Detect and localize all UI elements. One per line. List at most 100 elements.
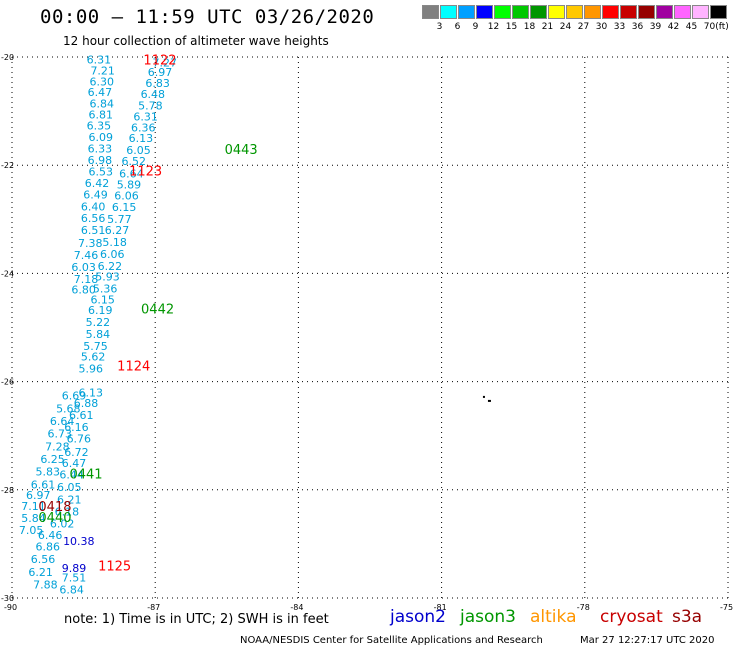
x-tick-label: -87 [147, 603, 160, 612]
swh-value-label: 6.44 [59, 469, 84, 482]
color-scale-label: 42 [667, 22, 680, 32]
swh-value-label: 6.47 [62, 457, 87, 470]
swh-value-label: 5.84 [86, 328, 111, 341]
pass-time-label: 0442 [141, 303, 174, 318]
swh-value-label: 6.40 [81, 200, 106, 213]
color-scale-swatch [440, 5, 457, 19]
swh-value-label: 6.51 [81, 224, 106, 237]
satellite-legend-jason2: jason2 [390, 607, 446, 627]
color-scale-swatch [710, 5, 727, 19]
footer-note: note: 1) Time is in UTC; 2) SWH is in fe… [64, 612, 329, 627]
swh-value-label: 7.05 [19, 524, 44, 537]
swh-value-label: 6.09 [89, 131, 114, 144]
swh-value-label: 6.76 [67, 432, 92, 445]
swh-value-label: 6.83 [145, 77, 170, 90]
swh-value-label: 6.49 [83, 188, 108, 201]
swh-value-label: 6.61 [31, 478, 56, 491]
swh-value-label: 6.06 [114, 189, 139, 202]
swh-value-label: 6.33 [88, 142, 113, 155]
plot-grid [11, 56, 729, 599]
pass-time-label: 1124 [117, 359, 150, 374]
swh-value-label: 6.31 [133, 111, 158, 124]
pass-time-label: 0443 [225, 143, 258, 158]
swh-value-label: 6.18 [55, 505, 80, 518]
color-scale-label: 33 [613, 22, 626, 32]
color-scale-label: 39 [649, 22, 662, 32]
pass-time-label: 1123 [129, 165, 162, 180]
swh-value-label: 5.75 [83, 340, 108, 353]
swh-value-label: 6.69 [62, 390, 87, 403]
swh-value-label: 6.84 [89, 98, 114, 111]
swh-value-label: 5.36 [93, 283, 118, 296]
color-scale-label: 15 [505, 22, 518, 32]
swh-value-label: 6.47 [88, 86, 113, 99]
swh-value-label: 6.61 [69, 409, 94, 422]
swh-value-label: 6.80 [71, 284, 96, 297]
swh-value-label: 6.98 [88, 154, 113, 167]
island-marker [487, 399, 491, 402]
satellite-legend-altika: altika [530, 607, 577, 627]
x-tick-label: -81 [434, 603, 447, 612]
satellite-legend-cryosat: cryosat [600, 607, 663, 627]
chart-subtitle: 12 hour collection of altimeter wave hei… [63, 34, 329, 48]
swh-value-label: 6.21 [57, 494, 82, 507]
y-tick-label: -22 [1, 161, 14, 170]
swh-value-label: 6.15 [112, 201, 137, 214]
swh-value-label: 6.35 [87, 120, 112, 133]
color-scale-swatch [494, 5, 511, 19]
pass-time-label: 1122 [143, 54, 176, 69]
color-scale-label: 45 [685, 22, 698, 32]
swh-value-label: 6.31 [87, 54, 112, 67]
color-scale-swatch [422, 5, 439, 19]
satellite-legend-s3a: s3a [672, 607, 703, 627]
swh-value-label: 6.03 [71, 261, 96, 274]
swh-value-label: 6.48 [141, 88, 166, 101]
x-tick-label: -90 [4, 603, 17, 612]
swh-value-label: 6.72 [64, 446, 89, 459]
swh-value-label: 6.16 [64, 421, 89, 434]
swh-value-label: 6.64 [50, 415, 75, 428]
color-scale-swatch [638, 5, 655, 19]
color-scale-swatch [692, 5, 709, 19]
x-tick-label: -84 [290, 603, 303, 612]
swh-value-label: 7.28 [45, 441, 70, 454]
island-marker [482, 395, 485, 398]
x-tick-label: -78 [577, 603, 590, 612]
y-tick-label: -30 [1, 594, 14, 603]
y-tick-label: -20 [1, 53, 14, 62]
swh-value-label: 6.30 [89, 75, 114, 88]
swh-value-label: 5.89 [117, 179, 142, 192]
color-scale-swatch [476, 5, 493, 19]
swh-value-label: 6.06 [100, 248, 125, 261]
color-scale-swatch [530, 5, 547, 19]
color-scale-unit: (ft) [715, 22, 729, 32]
color-scale-label: 36 [631, 22, 644, 32]
swh-value-label: 7.88 [33, 578, 58, 591]
pass-time-label: 1125 [98, 560, 131, 575]
color-scale-swatch [620, 5, 637, 19]
data-labels: 6.317.216.306.476.846.816.356.096.336.98… [19, 54, 177, 597]
swh-value-label: 6.56 [81, 212, 106, 225]
swh-value-label: 6.53 [89, 166, 114, 179]
swh-value-label: 7.18 [74, 273, 99, 286]
swh-value-label: 6.36 [131, 121, 156, 134]
color-scale-swatch [566, 5, 583, 19]
swh-value-label: 6.46 [38, 529, 63, 542]
swh-value-label: 6.56 [31, 553, 56, 566]
swh-value-label: 5.22 [86, 316, 111, 329]
x-tick-label: -75 [720, 603, 733, 612]
swh-value-label: 5.77 [107, 213, 132, 226]
swh-value-label: 6.73 [47, 428, 72, 441]
swh-value-label: 6.13 [79, 386, 104, 399]
swh-value-label: 7.38 [78, 237, 103, 250]
swh-value-label: 6.84 [59, 583, 84, 596]
satellite-legend-jason3: jason3 [460, 607, 516, 627]
swh-value-label: 6.27 [105, 224, 130, 237]
swh-value-label: 6.05 [57, 481, 82, 494]
swh-value-label: 5.93 [95, 271, 120, 284]
color-scale-swatch [656, 5, 673, 19]
swh-value-label: 6.88 [74, 397, 99, 410]
swh-value-label: 7.21 [90, 65, 115, 78]
color-scale-swatch [512, 5, 529, 19]
color-scale-swatch [548, 5, 565, 19]
